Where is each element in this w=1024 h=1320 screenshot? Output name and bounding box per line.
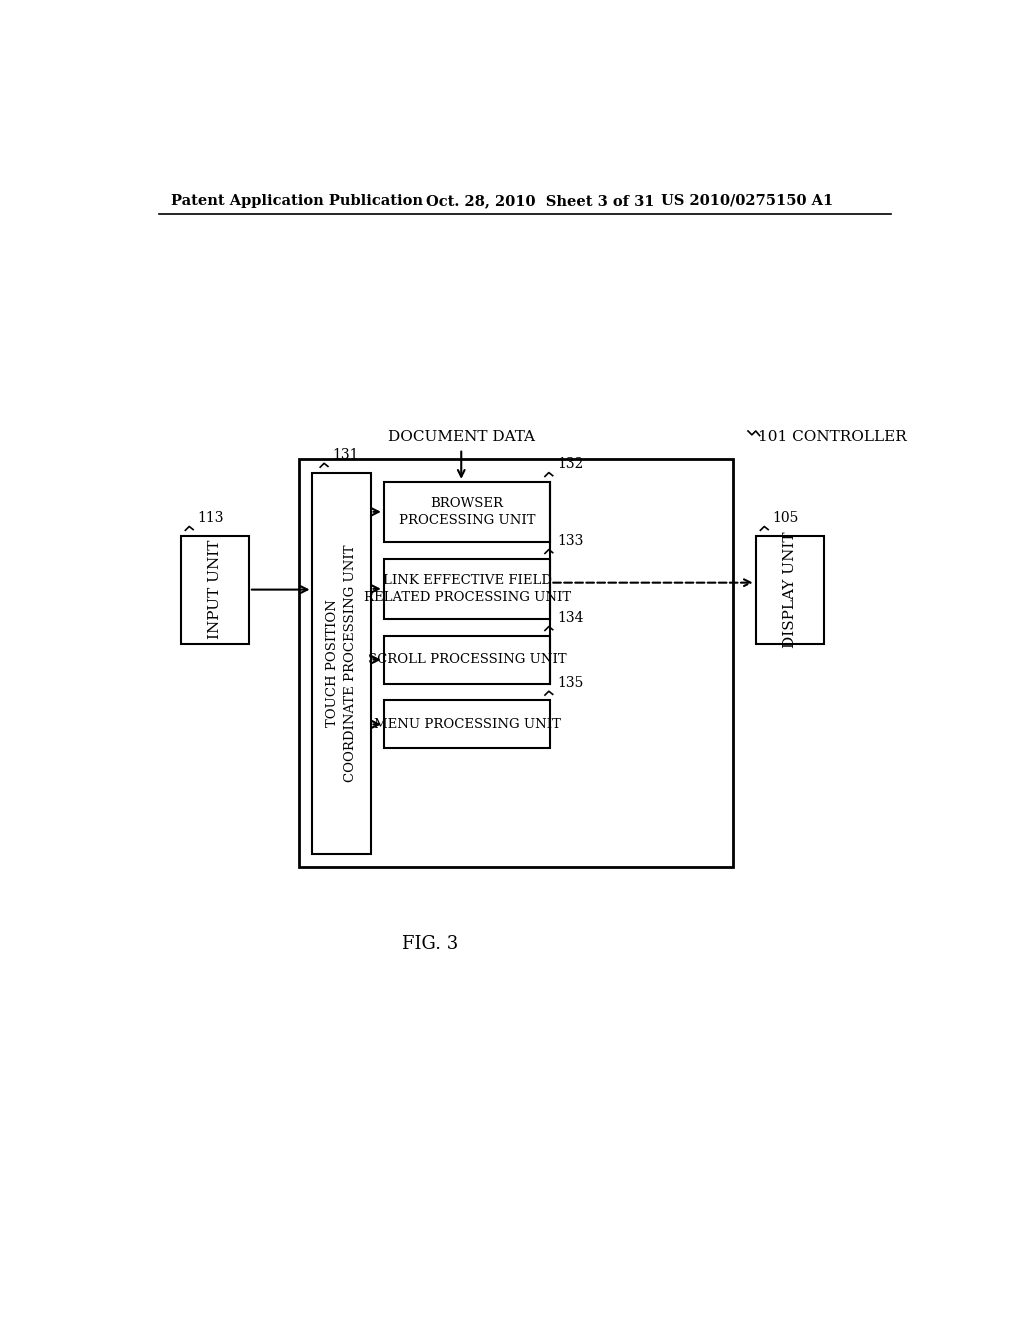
- Bar: [384, 558, 550, 619]
- Bar: [180, 536, 249, 644]
- Bar: [384, 636, 550, 684]
- Text: 101 CONTROLLER: 101 CONTROLLER: [758, 430, 907, 444]
- Text: 131: 131: [333, 447, 359, 462]
- Text: 134: 134: [557, 611, 584, 626]
- Text: SCROLL PROCESSING UNIT: SCROLL PROCESSING UNIT: [368, 653, 566, 667]
- Text: LINK EFFECTIVE FIELD
RELATED PROCESSING UNIT: LINK EFFECTIVE FIELD RELATED PROCESSING …: [364, 574, 570, 603]
- Bar: [299, 459, 732, 867]
- Bar: [756, 536, 824, 644]
- Text: 135: 135: [557, 676, 584, 689]
- Text: 132: 132: [557, 457, 584, 471]
- Bar: [384, 701, 550, 748]
- Text: DOCUMENT DATA: DOCUMENT DATA: [388, 430, 535, 444]
- Text: Patent Application Publication: Patent Application Publication: [171, 194, 423, 207]
- Text: INPUT UNIT: INPUT UNIT: [208, 540, 222, 639]
- Text: Oct. 28, 2010  Sheet 3 of 31: Oct. 28, 2010 Sheet 3 of 31: [426, 194, 655, 207]
- Bar: [384, 482, 550, 543]
- Bar: [312, 473, 371, 854]
- Text: DISPLAY UNIT: DISPLAY UNIT: [783, 532, 797, 648]
- Text: 105: 105: [773, 511, 799, 525]
- Text: TOUCH POSITION
COORDINATE PROCESSING UNIT: TOUCH POSITION COORDINATE PROCESSING UNI…: [326, 544, 357, 781]
- Text: US 2010/0275150 A1: US 2010/0275150 A1: [662, 194, 834, 207]
- Text: MENU PROCESSING UNIT: MENU PROCESSING UNIT: [374, 718, 560, 731]
- Text: BROWSER
PROCESSING UNIT: BROWSER PROCESSING UNIT: [398, 496, 536, 527]
- Text: 113: 113: [198, 511, 224, 525]
- Text: FIG. 3: FIG. 3: [402, 935, 459, 953]
- Text: 133: 133: [557, 535, 584, 548]
